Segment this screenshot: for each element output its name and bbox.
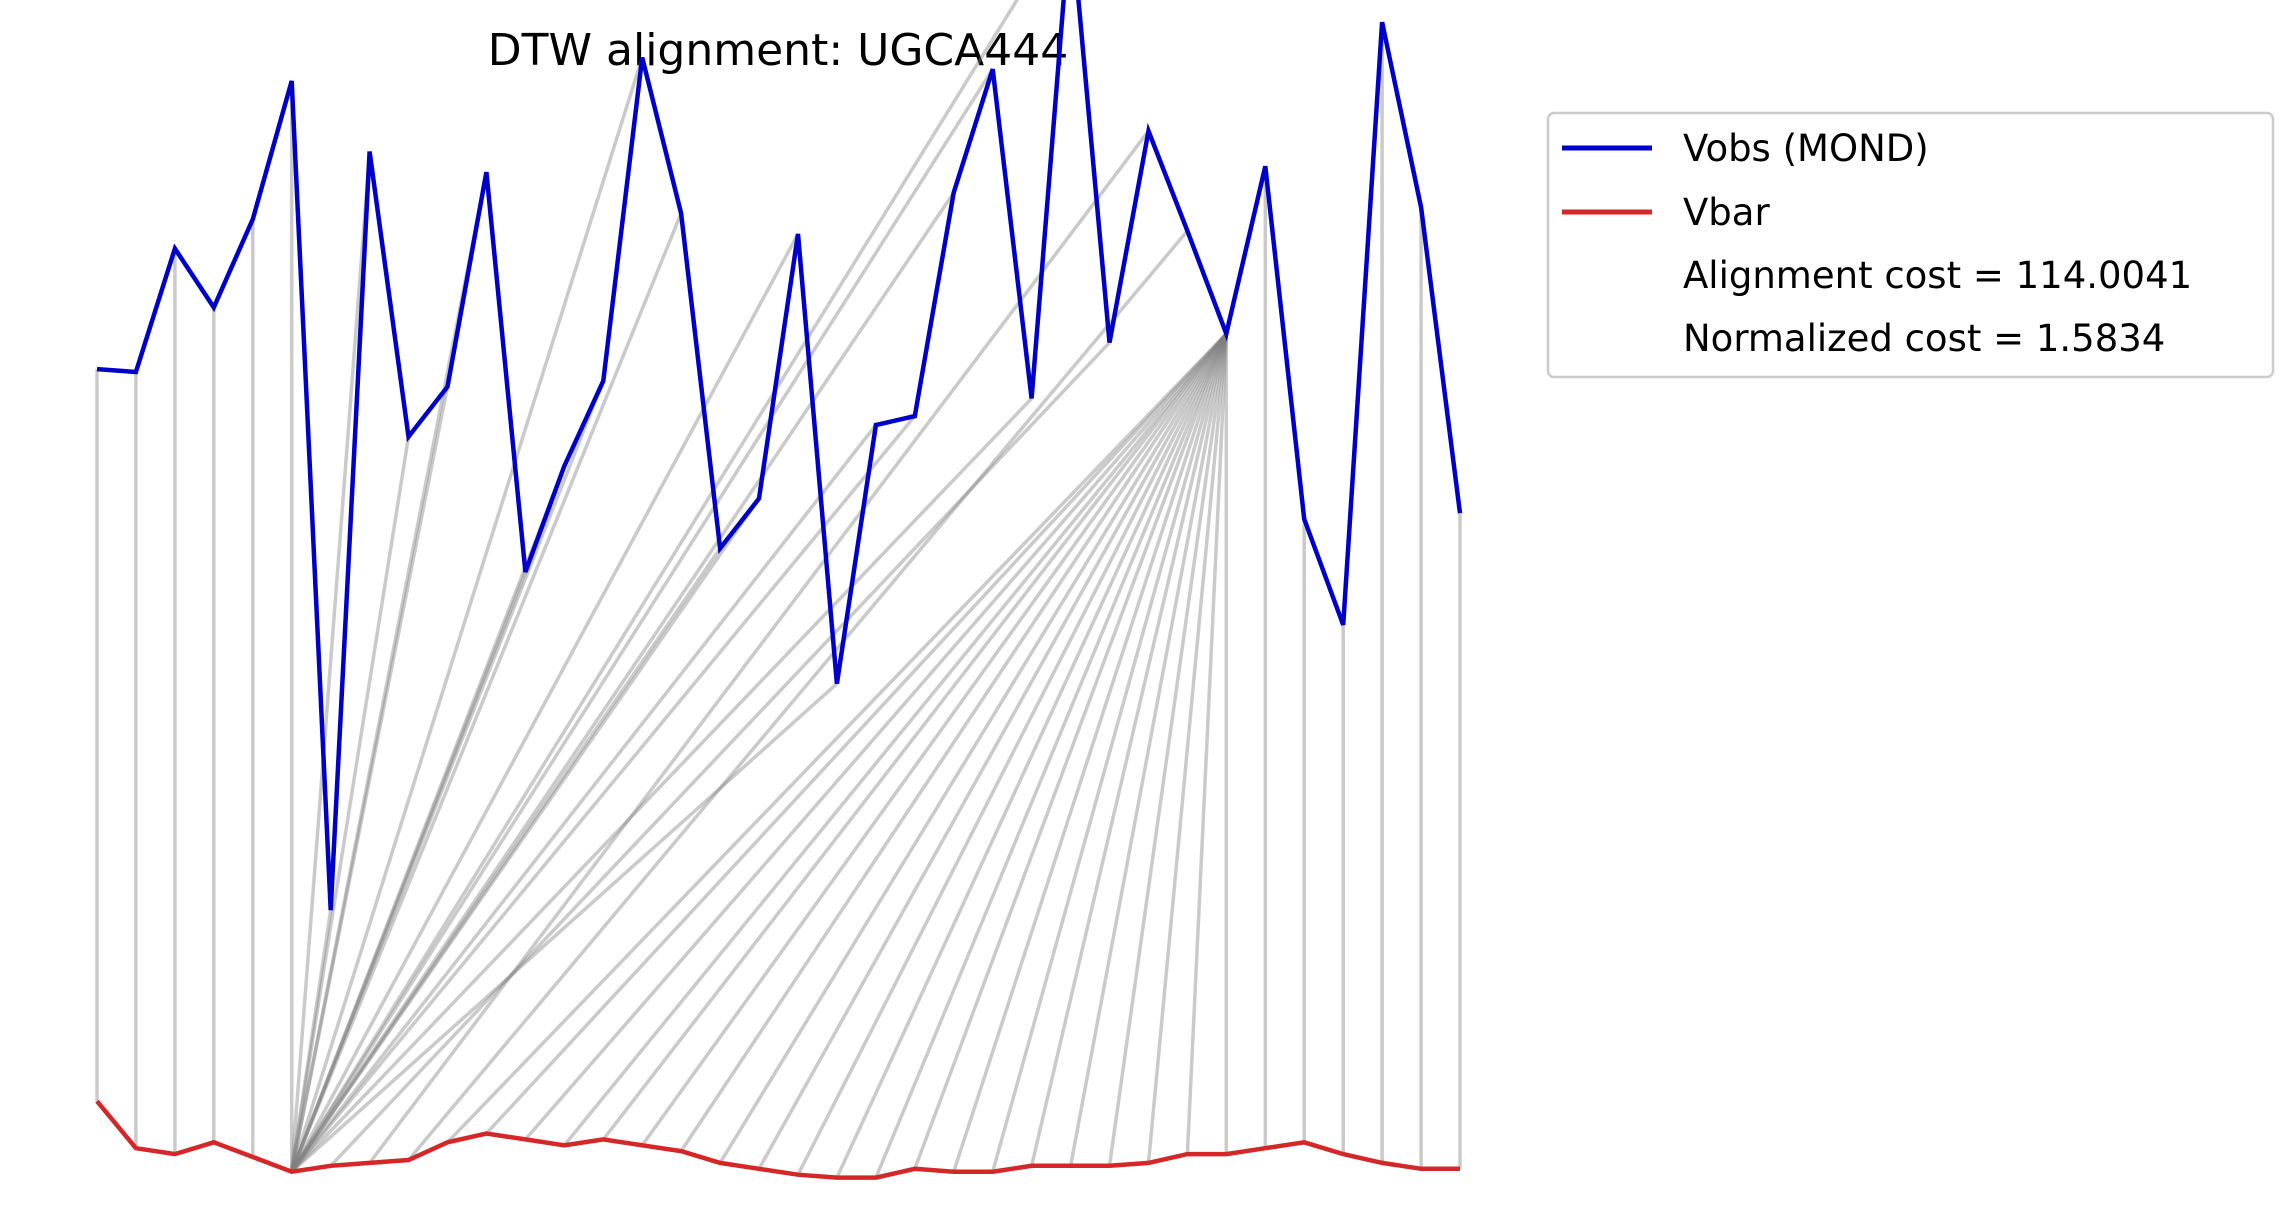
alignment-line — [290, 56, 644, 1173]
alignment-line — [290, 465, 566, 1173]
alignment-line — [290, 397, 1033, 1173]
alignment-line — [407, 229, 1189, 1162]
legend-label: Normalized cost = 1.5834 — [1683, 317, 2165, 360]
alignment-line — [290, 547, 722, 1173]
legend-label: Vobs (MOND) — [1683, 127, 1929, 170]
alignment-line — [913, 333, 1228, 1170]
alignment-line — [1185, 333, 1229, 1155]
alignment-line — [835, 333, 1228, 1179]
alignment-line — [874, 333, 1228, 1179]
alignment-line — [991, 333, 1228, 1173]
alignment-line — [290, 414, 917, 1173]
alignment-line — [1029, 333, 1229, 1167]
alignment-line — [524, 332, 1228, 1141]
alignment-line — [952, 333, 1228, 1173]
alignment-line — [290, 212, 683, 1173]
alignment-line — [757, 332, 1228, 1170]
legend-label: Vbar — [1683, 191, 1770, 234]
legend-frame — [1546, 111, 2275, 379]
alignment-line — [601, 332, 1228, 1141]
alignment-line — [289, 386, 450, 1173]
alignment-line — [289, 436, 411, 1172]
alignment-line — [290, 571, 528, 1173]
alignment-line — [290, 423, 878, 1173]
alignment-line — [1146, 333, 1229, 1164]
alignment-line — [640, 332, 1228, 1147]
alignment-line — [289, 909, 333, 1172]
vbar-series-line — [95, 1099, 1460, 1180]
alignment-line — [290, 380, 605, 1173]
alignment-line — [290, 0, 1020, 1173]
alignment-line — [1068, 333, 1229, 1167]
alignment-line — [290, 497, 761, 1173]
alignment-line — [446, 332, 1228, 1144]
alignment-line — [290, 68, 995, 1173]
vobs-series-line — [96, 0, 1463, 911]
alignment-line — [290, 191, 956, 1173]
alignment-line — [718, 332, 1228, 1164]
alignment-line — [562, 332, 1228, 1147]
alignment-line — [368, 129, 1150, 1164]
alignment-lines — [95, 0, 1462, 1179]
alignment-line — [290, 233, 800, 1173]
alignment-line — [796, 333, 1228, 1176]
chart-title: DTW alignment: UGCA444 — [488, 25, 1068, 76]
legend-label: Alignment cost = 114.0041 — [1683, 254, 2192, 297]
series-lines — [95, 0, 1463, 1180]
alignment-line — [329, 341, 1111, 1168]
alignment-line — [1107, 333, 1229, 1167]
alignment-line — [485, 332, 1228, 1135]
alignment-line — [289, 151, 372, 1172]
alignment-line — [679, 332, 1228, 1153]
alignment-line — [290, 682, 839, 1174]
legend: Vobs (MOND) Vbar Alignment cost = 114.0041… — [1546, 111, 2275, 379]
